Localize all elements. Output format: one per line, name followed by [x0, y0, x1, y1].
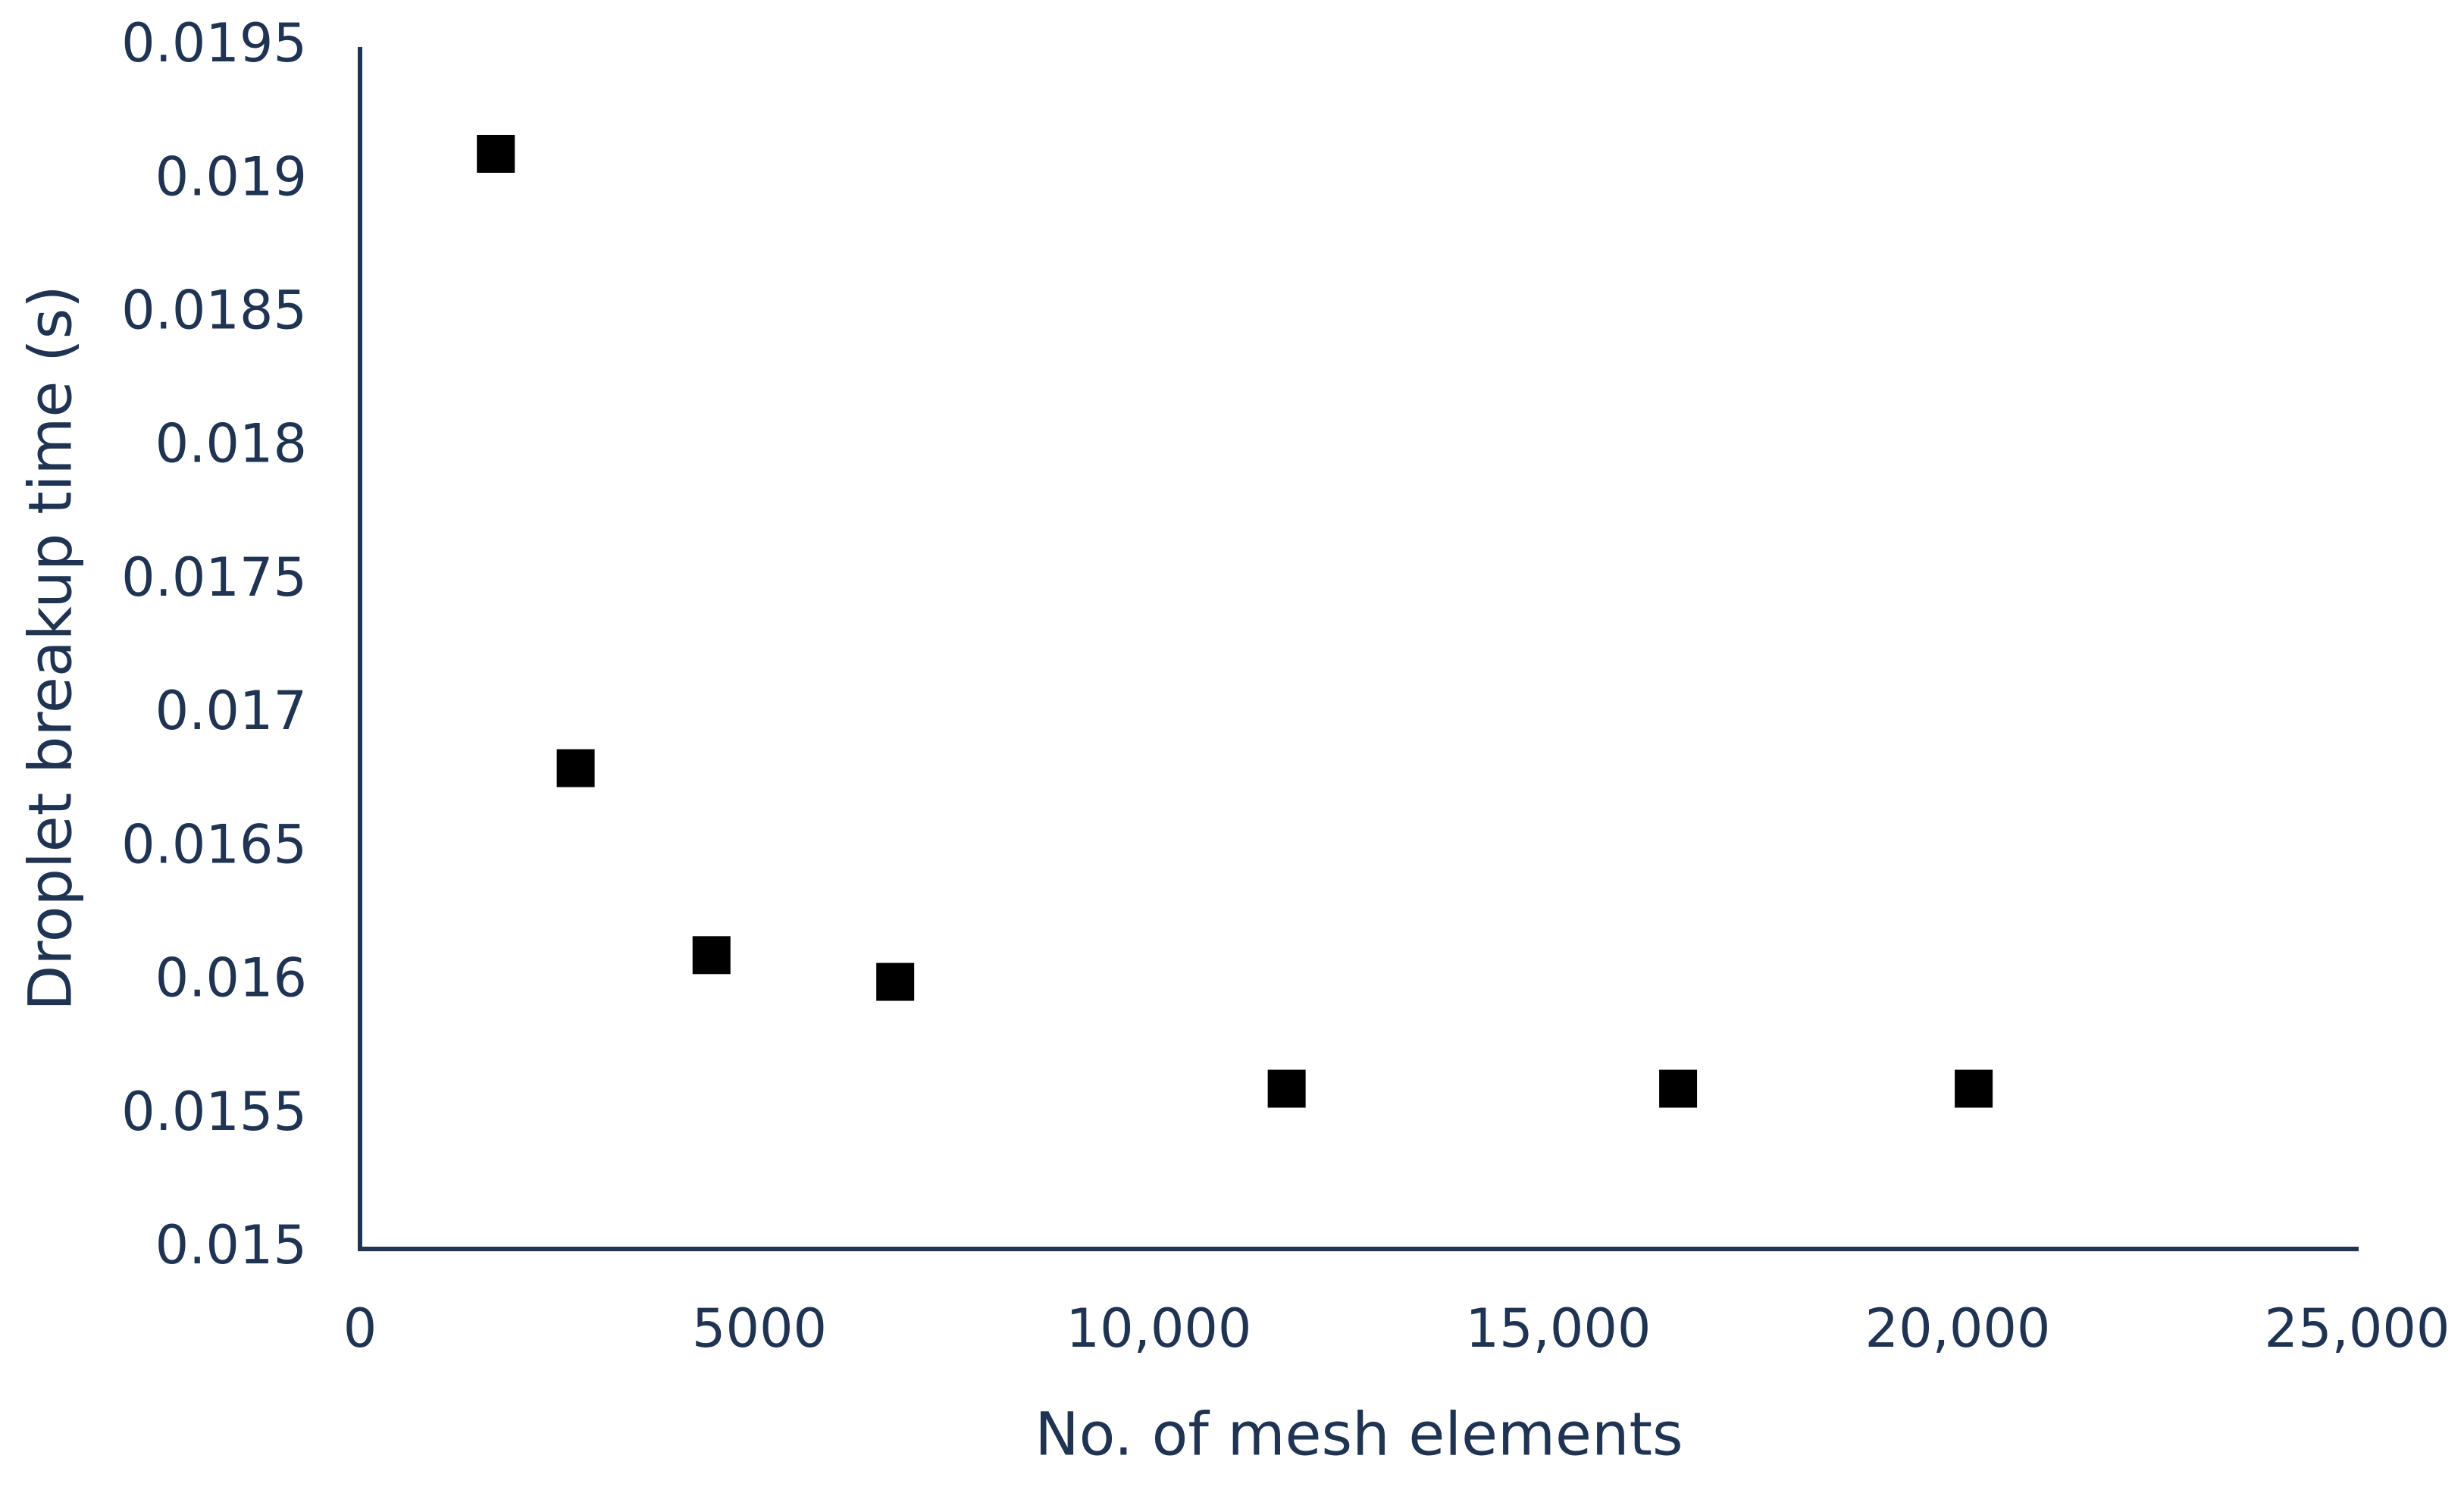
- marker: [556, 749, 595, 787]
- marker: [876, 962, 915, 1001]
- y-tick-label: 0.0185: [121, 279, 307, 341]
- y-tick-label: 0.018: [155, 413, 307, 475]
- x-tick-label: 15,000: [1466, 1297, 1652, 1360]
- y-tick-label: 0.017: [155, 680, 307, 742]
- marker: [477, 134, 515, 173]
- y-tick-label: 0.0155: [121, 1081, 307, 1143]
- y-tick-label: 0.0195: [121, 12, 307, 74]
- x-tick-label: 0: [343, 1297, 377, 1360]
- y-tick-label: 0.016: [155, 947, 307, 1009]
- y-axis-title: Droplet breakup time (s): [17, 285, 85, 1010]
- y-tick-label: 0.0165: [121, 813, 307, 875]
- y-tick-label: 0.0175: [121, 546, 307, 609]
- x-tick-label: 10,000: [1066, 1297, 1252, 1360]
- x-tick-label: 5000: [692, 1297, 827, 1360]
- x-tick-label: 20,000: [1865, 1297, 2051, 1360]
- x-axis-title: No. of mesh elements: [1035, 1401, 1683, 1469]
- y-tick-label: 0.019: [155, 146, 307, 208]
- marker: [1955, 1069, 1993, 1108]
- marker: [1267, 1069, 1306, 1108]
- y-tick-label: 0.015: [155, 1214, 307, 1276]
- x-tick-label: 25,000: [2265, 1297, 2450, 1360]
- marker: [692, 936, 731, 975]
- marker: [1659, 1069, 1698, 1108]
